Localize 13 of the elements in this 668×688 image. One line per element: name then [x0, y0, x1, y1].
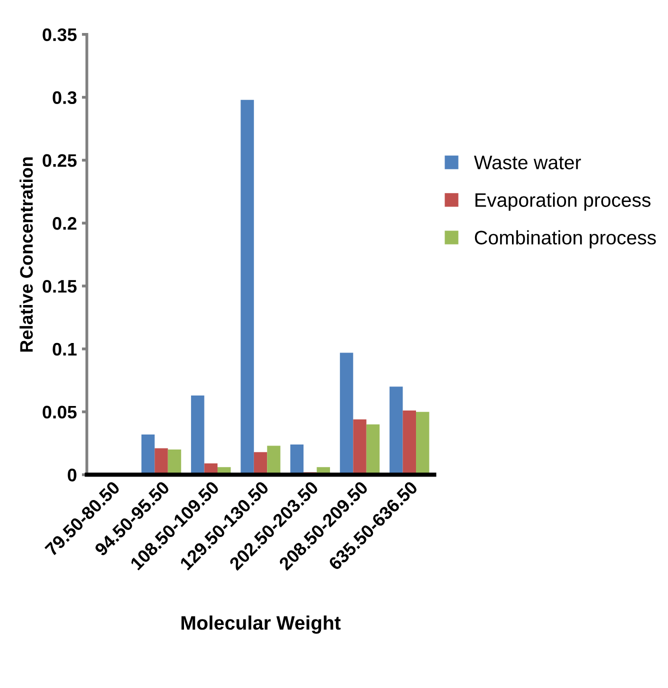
- legend-label: Waste water: [474, 156, 581, 170]
- y-tick-label: 0.2: [52, 217, 76, 230]
- y-tick-label: 0.25: [42, 154, 77, 167]
- legend-label: Combination process: [474, 230, 656, 248]
- y-tick-label: 0.3: [52, 91, 76, 104]
- y-tick-label: 0.05: [42, 406, 77, 419]
- y-tick-label: 0.35: [42, 28, 77, 42]
- y-tick-label: 0: [68, 468, 76, 482]
- y-axis-title: Relative Concentration: [20, 157, 33, 352]
- legend-label: Evaporation process: [476, 192, 650, 211]
- y-tick-label: 0.1: [52, 342, 77, 356]
- y-tick-label: 0.15: [42, 280, 77, 293]
- x-axis-title: Molecular Weight: [182, 615, 341, 634]
